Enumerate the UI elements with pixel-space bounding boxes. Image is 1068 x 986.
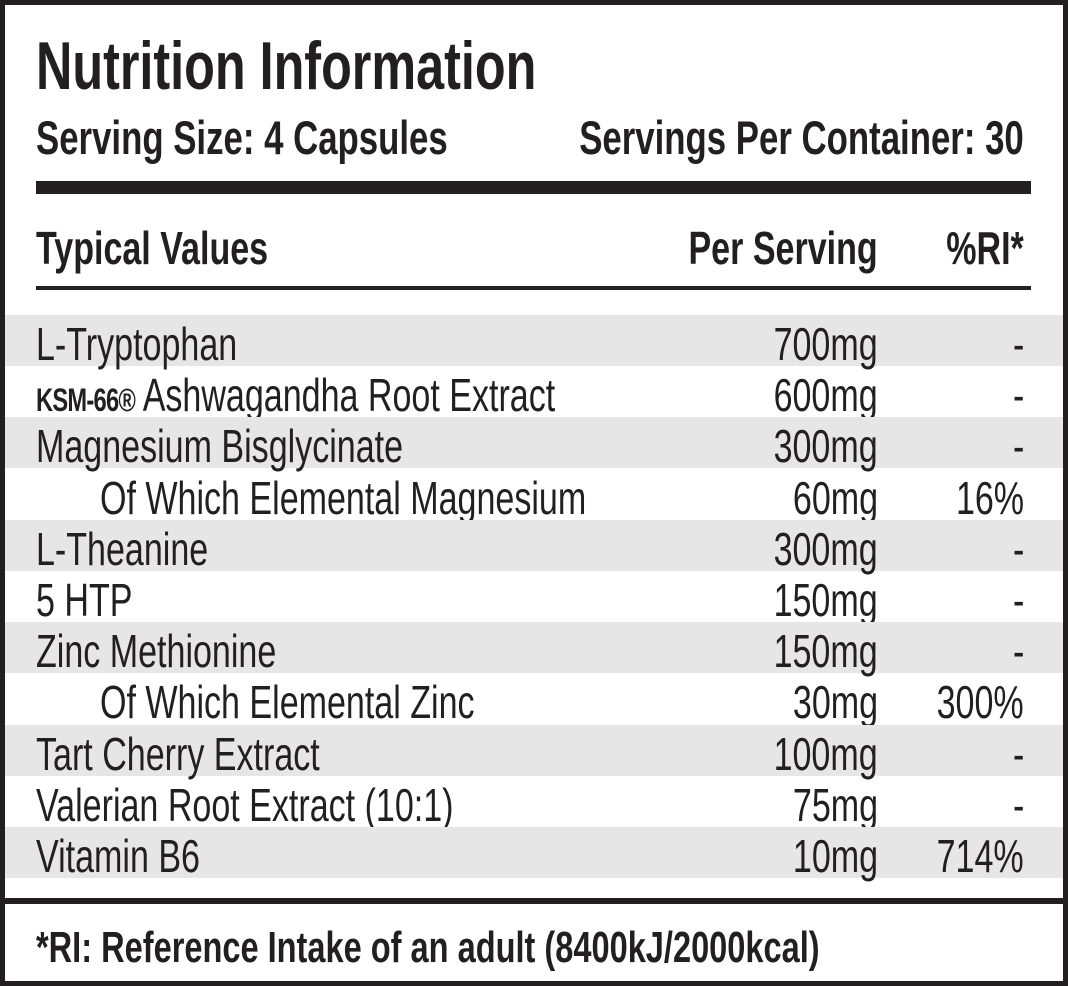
row-name: KSM-66® Ashwagandha Root Extract bbox=[36, 372, 555, 418]
row-name: Magnesium Bisglycinate bbox=[36, 420, 404, 473]
row-amount: 300mg bbox=[773, 522, 878, 575]
footer-note: *RI: Reference Intake of an adult (8400k… bbox=[36, 923, 820, 972]
row-band bbox=[5, 827, 1063, 878]
row-band bbox=[5, 519, 1063, 571]
footer-rule bbox=[5, 898, 1063, 904]
row-amount: 100mg bbox=[773, 727, 878, 780]
title: Nutrition Information bbox=[36, 28, 537, 104]
row-band bbox=[5, 724, 1063, 776]
row-ri: 714% bbox=[936, 830, 1024, 882]
row-name: Of Which Elemental Zinc bbox=[100, 676, 475, 729]
column-header: Typical Values bbox=[36, 222, 269, 274]
row-amount: 75mg bbox=[792, 778, 878, 831]
row-amount: 300mg bbox=[773, 420, 878, 473]
row-name: 5 HTP bbox=[36, 574, 133, 626]
row-name: Of Which Elemental Magnesium bbox=[100, 471, 587, 524]
row-amount: 150mg bbox=[773, 574, 878, 626]
row-band bbox=[5, 315, 1063, 366]
name-text: Ashwagandha Root Extract bbox=[142, 369, 556, 422]
row-ri: 16% bbox=[955, 471, 1024, 524]
row-ri: - bbox=[1012, 522, 1024, 575]
row-ri: - bbox=[1012, 727, 1024, 780]
row-ri: 300% bbox=[936, 676, 1024, 729]
row-amount: 600mg bbox=[773, 369, 878, 422]
row-name: L-Tryptophan bbox=[36, 318, 238, 370]
row-ri: - bbox=[1012, 625, 1024, 678]
row-amount: 10mg bbox=[792, 830, 878, 882]
row-band bbox=[5, 417, 1063, 469]
row-band bbox=[5, 622, 1063, 674]
column-header: %RI* bbox=[946, 222, 1024, 274]
row-amount: 700mg bbox=[773, 318, 878, 370]
serving-size: Serving Size: 4 Capsules bbox=[36, 111, 448, 164]
row-ri: - bbox=[1012, 318, 1024, 370]
row-ri: - bbox=[1012, 369, 1024, 422]
row-ri: - bbox=[1012, 778, 1024, 831]
row-amount: 150mg bbox=[773, 625, 878, 678]
thin-rule bbox=[36, 286, 1031, 290]
thick-rule bbox=[36, 181, 1031, 194]
row-name: L-Theanine bbox=[36, 522, 209, 575]
row-name: Vitamin B6 bbox=[36, 830, 200, 882]
row-ri: - bbox=[1012, 574, 1024, 626]
row-ri: - bbox=[1012, 420, 1024, 473]
row-name: Tart Cherry Extract bbox=[36, 727, 320, 780]
row-name: Valerian Root Extract (10:1) bbox=[36, 778, 454, 831]
brand-prefix: KSM-66® bbox=[36, 382, 136, 419]
column-header: Per Serving bbox=[688, 222, 878, 274]
row-amount: 30mg bbox=[792, 676, 878, 729]
row-name: Zinc Methionine bbox=[36, 625, 277, 678]
row-amount: 60mg bbox=[792, 471, 878, 524]
servings-per-container: Servings Per Container: 30 bbox=[579, 111, 1024, 164]
